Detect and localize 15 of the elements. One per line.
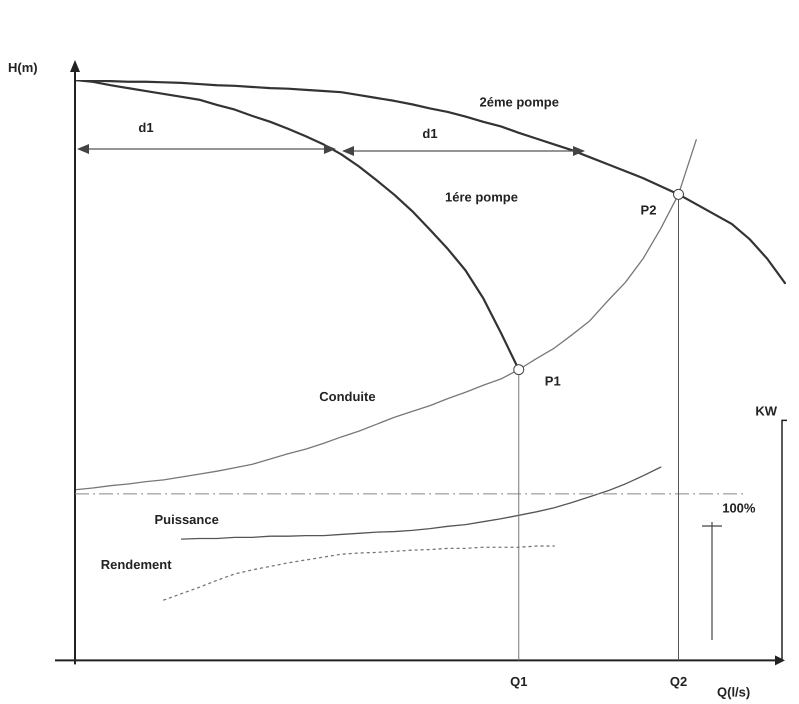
series-label: Rendement <box>100 557 172 572</box>
text: 1ére pompe <box>445 190 518 205</box>
y-axis-title: H(m) <box>8 60 38 75</box>
x-tick-label: Q1 <box>510 674 528 689</box>
annotation: 100% <box>722 500 756 516</box>
annotation: d1 <box>422 126 438 142</box>
x-tick-label: Q2 <box>670 674 688 689</box>
annotation: d1 <box>138 120 154 136</box>
y2-axis-title: KW <box>755 403 778 418</box>
series-label: 2éme pompe <box>480 94 559 110</box>
annotation: P1 <box>544 374 561 389</box>
series-label: Puissance <box>154 512 219 528</box>
x-axis-title: Q(l/s) <box>717 684 750 700</box>
series-label: Conduite <box>319 388 376 404</box>
annotation: P2 <box>640 202 656 218</box>
